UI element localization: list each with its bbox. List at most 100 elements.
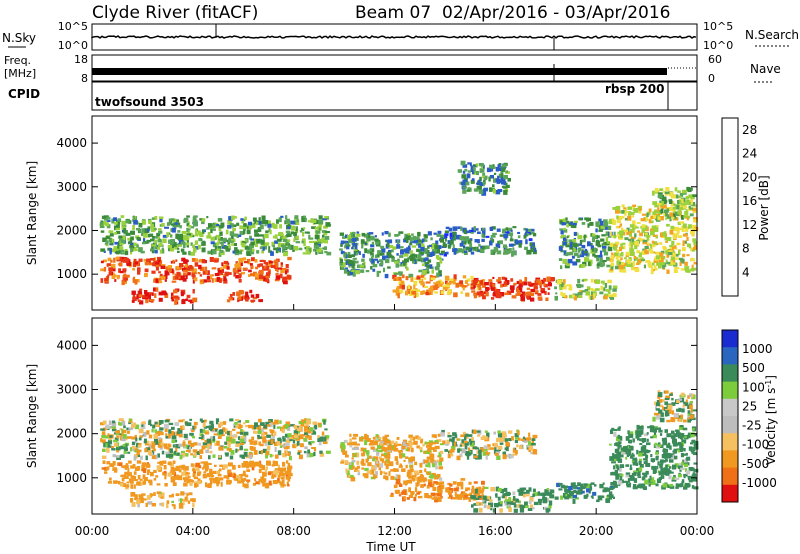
echo-cell-3 xyxy=(376,435,380,438)
echo-cell-0 xyxy=(213,433,218,436)
echo-cell-4 xyxy=(427,259,432,263)
echo-cell-8 xyxy=(646,432,649,435)
echo-cell-3 xyxy=(419,447,423,451)
echo-cell-1 xyxy=(161,264,166,267)
echo-cell-5 xyxy=(542,497,548,500)
echo-cell-12 xyxy=(466,189,471,192)
echo-cell-9 xyxy=(687,417,691,423)
echo-cell-4 xyxy=(459,481,464,487)
echo-cell-10 xyxy=(612,220,617,225)
echo-cell-7 xyxy=(524,246,528,250)
echo-cell-9 xyxy=(606,241,610,244)
echo-cell-1 xyxy=(188,265,193,270)
echo-cell-0 xyxy=(284,424,289,429)
echo-cell-2 xyxy=(134,494,138,499)
echo-cell-10 xyxy=(636,222,641,225)
echo-cell-6 xyxy=(515,437,520,440)
echo-cell-8 xyxy=(633,478,638,483)
echo-cell-3 xyxy=(439,457,444,462)
echo-cell-10 xyxy=(625,210,629,213)
echo-cell-8 xyxy=(659,464,663,469)
echo-cell-1 xyxy=(124,464,129,469)
echo-cell-3 xyxy=(369,469,375,475)
echo-cell-0 xyxy=(321,230,327,233)
echo-cell-4 xyxy=(423,258,426,262)
echo-cell-3 xyxy=(340,461,345,464)
echo-cell-3 xyxy=(351,460,356,463)
echo-cell-10 xyxy=(678,207,684,211)
echo-cell-7 xyxy=(452,237,456,241)
echo-cell-4 xyxy=(380,252,385,256)
echo-cell-0 xyxy=(148,233,150,238)
echo-cell-10 xyxy=(641,228,645,233)
echo-cell-0 xyxy=(130,236,134,241)
echo-cell-4 xyxy=(481,480,485,485)
echo-cell-10 xyxy=(670,259,675,265)
nsky-tick-top: 10^5 xyxy=(58,20,88,33)
echo-cell-7 xyxy=(554,496,559,500)
echo-cell-0 xyxy=(254,229,258,233)
echo-cell-3 xyxy=(405,448,408,452)
echo-cell-8 xyxy=(638,458,642,462)
echo-cell-9 xyxy=(656,402,660,407)
echo-cell-6 xyxy=(521,293,526,298)
echo-cell-1 xyxy=(161,276,166,280)
echo-cell-8 xyxy=(677,441,682,446)
echo-cell-1 xyxy=(116,275,120,280)
echo-cell-7 xyxy=(463,245,466,249)
echo-cell-5 xyxy=(524,505,529,508)
echo-cell-1 xyxy=(277,267,283,270)
echo-cell-8 xyxy=(617,441,622,444)
echo-cell-0 xyxy=(218,446,224,451)
echo-cell-7 xyxy=(613,496,615,499)
echo-cell-4 xyxy=(408,479,412,484)
echo-cell-0 xyxy=(260,240,265,245)
echo-cell-0 xyxy=(295,228,298,232)
echo-cell-1 xyxy=(202,473,207,479)
echo-cell-1 xyxy=(273,462,278,466)
echo-cell-3 xyxy=(373,465,377,470)
echo-cell-8 xyxy=(625,436,630,441)
echo-cell-4 xyxy=(478,490,484,494)
echo-cell-0 xyxy=(210,250,214,255)
echo-cell-1 xyxy=(115,256,120,260)
echo-cell-1 xyxy=(197,272,201,275)
echo-cell-5 xyxy=(522,493,526,498)
echo-cell-0 xyxy=(179,225,182,229)
echo-cell-4 xyxy=(396,253,399,256)
echo-cell-10 xyxy=(620,215,625,219)
echo-cell-8 xyxy=(674,455,678,460)
echo-cell-11 xyxy=(688,194,693,199)
echo-cell-8 xyxy=(613,465,616,470)
echo-cell-6 xyxy=(467,452,472,456)
echo-cell-1 xyxy=(218,477,224,481)
echo-cell-4 xyxy=(424,270,430,274)
echo-cell-8 xyxy=(572,294,575,298)
echo-cell-0 xyxy=(116,231,121,235)
echo-cell-1 xyxy=(219,279,222,283)
echo-cell-4 xyxy=(395,478,401,484)
echo-cell-10 xyxy=(616,260,620,266)
echo-cell-10 xyxy=(632,205,635,210)
echo-cell-0 xyxy=(274,240,278,244)
echo-cell-0 xyxy=(192,219,198,225)
echo-cell-8 xyxy=(665,459,668,462)
echo-cell-10 xyxy=(674,257,679,260)
echo-cell-3 xyxy=(364,440,368,446)
echo-cell-1 xyxy=(199,274,203,277)
echo-cell-0 xyxy=(217,246,222,251)
echo-cell-0 xyxy=(276,238,282,242)
echo-cell-5 xyxy=(472,495,477,500)
echo-cell-7 xyxy=(461,240,465,244)
echo-cell-4 xyxy=(422,269,427,275)
echo-cell-10 xyxy=(633,255,637,259)
echo-cell-4 xyxy=(435,254,439,259)
echo-cell-9 xyxy=(599,220,604,226)
echo-cell-2 xyxy=(145,299,149,304)
echo-cell-5 xyxy=(436,281,441,284)
echo-cell-7 xyxy=(556,482,561,488)
echo-cell-10 xyxy=(650,269,654,275)
echo-cell-0 xyxy=(314,234,320,240)
echo-cell-7 xyxy=(606,494,609,497)
echo-cell-1 xyxy=(217,267,223,272)
